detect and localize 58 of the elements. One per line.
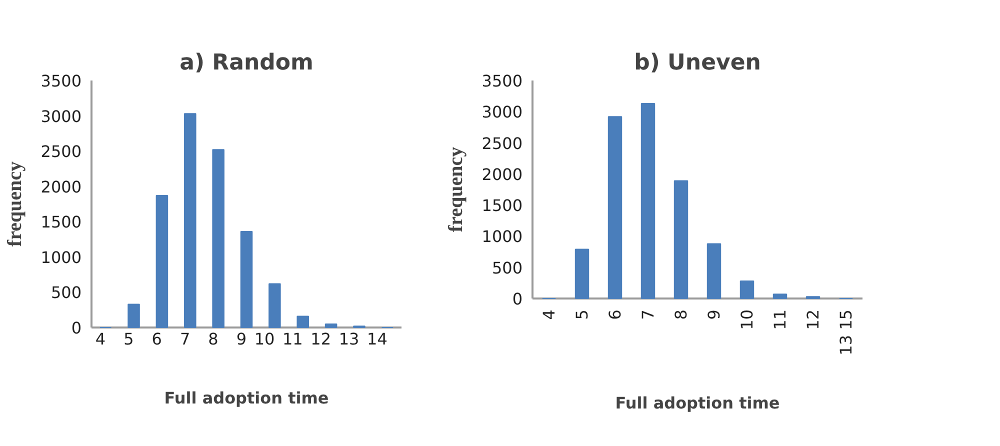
x-tick-label: 9 <box>704 309 724 320</box>
y-tick-label: 1000 <box>482 227 522 246</box>
x-tick-label: 7 <box>638 309 658 320</box>
y-tick-label: 3500 <box>40 72 82 90</box>
x-tick-label: 13 15 <box>836 309 856 356</box>
y-tick-label: 3000 <box>482 102 522 122</box>
x-tick-label: 12 <box>310 330 332 348</box>
x-tick-label: 7 <box>180 330 190 348</box>
y-axis-title: frequency <box>444 146 467 232</box>
x-tick-label: 10 <box>738 310 756 330</box>
bar <box>674 180 688 299</box>
x-tick-label: 6 <box>152 330 162 348</box>
x-tick-label: 4 <box>540 309 558 320</box>
x-tick-label: 8 <box>672 309 690 320</box>
y-tick-label: 1500 <box>482 196 522 216</box>
y-tick-label: 3000 <box>40 106 82 126</box>
x-tick-label: 9 <box>236 330 247 348</box>
bar <box>324 323 338 328</box>
x-tick-label: 5 <box>124 330 134 348</box>
x-tick-label: 10 <box>254 330 275 348</box>
y-tick-label: 1500 <box>40 212 82 232</box>
y-axis-title: frequency <box>4 161 26 247</box>
bar <box>706 243 722 299</box>
bar <box>296 316 309 328</box>
x-tick-label: 12 <box>804 310 822 330</box>
y-tick-label: 2500 <box>40 142 82 162</box>
x-tick-label: 11 <box>770 310 790 330</box>
y-tick-label: 1000 <box>40 248 82 267</box>
chart-title: a) Random <box>180 50 314 76</box>
y-tick-label: 2500 <box>482 134 522 153</box>
bar <box>740 280 754 299</box>
x-axis-title: Full adoption time <box>164 388 329 408</box>
bar <box>184 113 196 328</box>
bar <box>640 103 656 299</box>
x-tick-label: 5 <box>572 309 592 320</box>
bar <box>574 248 590 299</box>
bar <box>156 195 168 328</box>
y-tick-label: 500 <box>492 258 523 278</box>
bar <box>772 294 788 299</box>
bar <box>128 304 140 328</box>
x-tick-label: 4 <box>95 330 106 348</box>
x-tick-label: 8 <box>208 330 218 348</box>
y-tick-label: 2000 <box>482 164 522 184</box>
y-tick-label: 3500 <box>482 72 522 90</box>
x-axis-title: Full adoption time <box>615 393 780 412</box>
chart-title: b) Uneven <box>634 50 761 76</box>
bar <box>212 149 224 328</box>
x-tick-label: 14 <box>367 330 388 348</box>
y-tick-label: 0 <box>512 290 523 308</box>
y-tick-label: 2000 <box>40 177 82 196</box>
bar <box>240 231 253 328</box>
x-tick-label: 13 <box>338 330 360 348</box>
y-tick-label: 500 <box>50 283 82 302</box>
bar <box>608 116 622 299</box>
bar <box>268 283 281 328</box>
y-tick-label: 0 <box>71 318 82 338</box>
x-tick-label: 11 <box>282 330 303 348</box>
x-tick-label: 6 <box>606 309 624 320</box>
